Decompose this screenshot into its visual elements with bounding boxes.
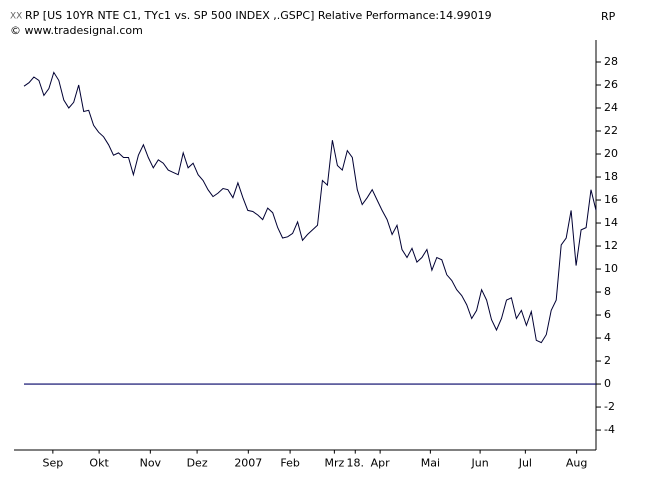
x-tick-label: 18. <box>347 457 365 470</box>
y-tick-label: 14 <box>604 216 618 229</box>
x-tick-label: Jun <box>471 457 489 470</box>
x-tick-label: Aug <box>566 457 587 470</box>
y-tick-label: 0 <box>604 377 611 390</box>
y-tick-label: 6 <box>604 308 611 321</box>
x-tick-label: Mai <box>421 457 440 470</box>
y-tick-label: 24 <box>604 101 618 114</box>
y-tick-label: 12 <box>604 239 618 252</box>
y-tick-label: 2 <box>604 354 611 367</box>
y-tick-label: -2 <box>604 400 615 413</box>
y-tick-label: 8 <box>604 285 611 298</box>
data-line <box>23 71 597 344</box>
y-tick-label: 10 <box>604 262 618 275</box>
y-axis-label: RP <box>601 10 616 23</box>
y-tick-label: 20 <box>604 147 618 160</box>
y-tick-label: 18 <box>604 170 618 183</box>
y-tick-label: 28 <box>604 55 618 68</box>
x-tick-label: Apr <box>371 457 391 470</box>
y-tick-label: 26 <box>604 78 618 91</box>
x-tick-label: Feb <box>280 457 299 470</box>
x-tick-label: Dez <box>187 457 208 470</box>
x-tick-label: Jul <box>518 457 532 470</box>
x-tick-label: Sep <box>42 457 63 470</box>
x-tick-label: Okt <box>89 457 109 470</box>
y-tick-label: -4 <box>604 423 615 436</box>
y-tick-label: 4 <box>604 331 611 344</box>
chart-subtitle: © www.tradesignal.com <box>10 24 143 37</box>
y-tick-label: 16 <box>604 193 618 206</box>
x-tick-label: Mrz <box>324 457 344 470</box>
x-tick-label: 2007 <box>234 457 262 470</box>
logo-icon: XX <box>10 12 22 22</box>
x-tick-label: Nov <box>140 457 162 470</box>
chart-title: RP [US 10YR NTE C1, TYc1 vs. SP 500 INDE… <box>25 9 492 22</box>
y-tick-label: 22 <box>604 124 618 137</box>
